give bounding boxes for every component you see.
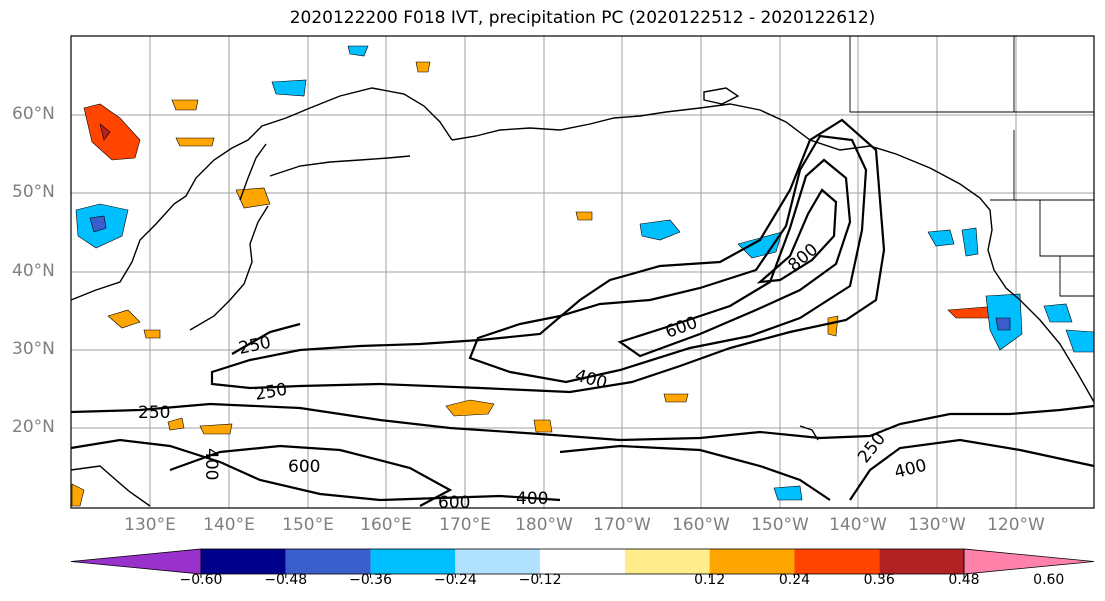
colorbar-extend-low [70, 548, 202, 575]
ivt-contours [70, 118, 1095, 507]
ivt-contour-600-south [169, 444, 453, 507]
lon-label: 150°W [751, 515, 809, 535]
lat-label: 50°N [12, 182, 55, 202]
ivt-contour-250-west [231, 322, 301, 355]
state-border [1059, 256, 1094, 297]
precip-blob [415, 61, 431, 73]
precip-blob [167, 417, 185, 431]
precip-blob [99, 123, 111, 141]
colorbar-segment [794, 549, 880, 574]
precipitation-field [71, 45, 1095, 507]
contour-label: 400 [201, 448, 221, 480]
precip-blob [927, 229, 955, 247]
island-outline [703, 87, 740, 105]
asia-coastline [70, 87, 453, 301]
precip-blob [143, 329, 161, 339]
precip-blob [737, 231, 783, 259]
contour-label: 400 [516, 489, 548, 509]
precip-blob [445, 399, 495, 417]
lon-label: 140°E [203, 515, 255, 535]
lon-label: 130°W [908, 515, 966, 535]
precip-blob [1043, 303, 1073, 323]
colorbar-segment [370, 549, 456, 574]
lon-label: 170°E [439, 515, 491, 535]
precip-blob [639, 219, 681, 241]
lon-label: 180°W [515, 515, 573, 535]
colorbar-tick-label: −0.24 [433, 572, 477, 588]
contour-label: 600 [288, 457, 320, 477]
colorbar-tick-label: 0.48 [948, 572, 980, 588]
colorbar-segment [201, 549, 286, 574]
colorbar-segment [879, 549, 964, 574]
ivt-contour-600 [617, 158, 852, 358]
precip-blob [175, 137, 215, 147]
precip-blob [827, 315, 839, 337]
precip-blob [271, 79, 307, 97]
lon-label: 160°W [672, 515, 730, 535]
lon-label: 150°E [282, 515, 334, 535]
ivt-contour-400-east [849, 438, 1095, 501]
precip-blob [71, 483, 85, 507]
ivt-contour-800 [756, 188, 838, 284]
precip-blob [235, 187, 271, 209]
map-title: 2020122200 F018 IVT, precipitation PC (2… [289, 8, 876, 28]
lon-label: 140°W [829, 515, 887, 535]
ivt-contour-400-south [70, 438, 561, 502]
ivt-contour-250 [210, 118, 886, 394]
philippines-coastline [70, 465, 151, 507]
colorbar-tick-label: −0.12 [518, 572, 562, 588]
colorbar-extend-high [963, 548, 1095, 575]
map-frame [70, 35, 1095, 509]
ivt-contour-400 [468, 134, 868, 384]
precip-blob [347, 45, 369, 57]
precip-blob [995, 317, 1011, 331]
colorbar-tick-label: 0.12 [694, 572, 726, 588]
colorbar-segment [285, 549, 371, 574]
colorbar-segment [624, 549, 710, 574]
precip-blob [83, 103, 141, 161]
lat-label: 30°N [12, 339, 55, 359]
colorbar-tick-label: −0.60 [179, 572, 223, 588]
colorbar-tick-label: −0.36 [349, 572, 392, 588]
lat-label: 60°N [12, 104, 55, 124]
lat-label: 20°N [12, 417, 55, 437]
aleutian-chain [269, 155, 411, 177]
lon-label: 160°E [360, 515, 412, 535]
graticule [71, 36, 1094, 508]
precip-blob [575, 211, 593, 221]
precip-blob [961, 227, 979, 257]
colorbar-tick-label: 0.24 [778, 572, 811, 588]
precip-blob [89, 215, 107, 233]
colorbar-tick-label: 0.60 [1033, 572, 1065, 588]
colorbar-segment [709, 549, 795, 574]
precip-blob [663, 393, 689, 403]
precip-blob [199, 423, 233, 435]
ivt-contour-400-mid [559, 444, 831, 501]
japan-coastline [189, 205, 269, 331]
political-boundaries [849, 36, 1094, 297]
colorbar-frame [200, 548, 965, 575]
contour-label: 250 [138, 403, 170, 423]
lat-label: 40°N [12, 261, 55, 281]
lon-label: 130°E [124, 515, 176, 535]
precip-blob [171, 99, 199, 111]
sakhalin-coastline [239, 143, 267, 201]
lon-label: 170°W [593, 515, 651, 535]
canada-alaska-border [849, 36, 1015, 113]
precip-blob [107, 309, 141, 329]
colorbar-segment [540, 549, 625, 574]
colorbar-tick-label: −0.48 [264, 572, 308, 588]
state-border [1039, 200, 1094, 257]
precip-blob [533, 419, 553, 433]
colorbar-tick-label: 0.36 [863, 572, 895, 588]
precip-blob [773, 485, 803, 501]
colorbar-segments [70, 548, 1095, 578]
lon-label: 120°W [987, 515, 1045, 535]
ivt-contour-250-south [70, 402, 1095, 442]
colorbar-segment [455, 549, 541, 574]
